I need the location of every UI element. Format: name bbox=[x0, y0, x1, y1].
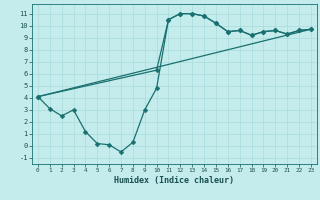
X-axis label: Humidex (Indice chaleur): Humidex (Indice chaleur) bbox=[115, 176, 234, 185]
